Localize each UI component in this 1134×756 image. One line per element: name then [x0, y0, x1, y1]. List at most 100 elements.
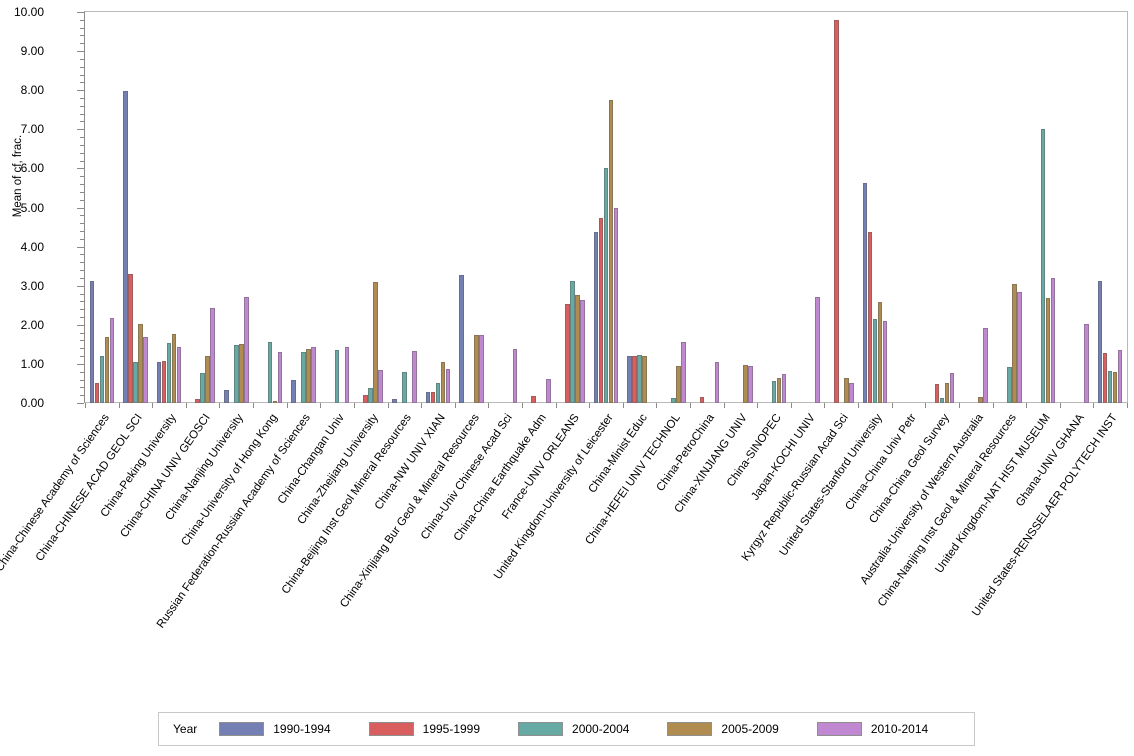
bar: [598, 218, 604, 403]
bar: [1107, 370, 1113, 403]
y-tick-mark: [77, 363, 84, 365]
bar: [546, 378, 552, 403]
bar: [949, 372, 955, 403]
legend-color-swatch: [667, 722, 713, 736]
bar: [210, 307, 215, 403]
bar: [430, 391, 436, 403]
bar: [699, 396, 705, 403]
bar: [109, 317, 115, 403]
y-tick-mark: [77, 51, 84, 53]
y-tick-mark-minor: [80, 58, 84, 60]
legend-title: Year: [173, 722, 198, 736]
legend-color-swatch: [518, 722, 564, 736]
legend-entry[interactable]: 2000-2004: [518, 722, 629, 736]
bar: [776, 378, 782, 403]
bar: [363, 395, 368, 403]
legend-entries: 1990-1994 1995-1999 2000-2004 2005-2009 2010…: [219, 722, 966, 736]
y-tick-mark-minor: [80, 340, 84, 342]
bar: [570, 281, 575, 403]
bar: [580, 300, 585, 403]
bar: [176, 347, 182, 403]
bar: [128, 274, 133, 403]
bar: [565, 303, 570, 403]
x-axis-label: China-Chinese Academy of Sciences: [0, 412, 112, 574]
bar: [1012, 284, 1017, 403]
bar: [1017, 292, 1022, 403]
y-tick-mark-minor: [80, 199, 84, 201]
y-tick-mark: [77, 285, 84, 287]
legend-entry[interactable]: 2010-2014: [816, 722, 929, 736]
bar: [195, 399, 200, 403]
bar: [1102, 352, 1108, 403]
bar: [882, 320, 888, 403]
x-tick-mark: [690, 403, 692, 408]
x-axis-label: China-Beijing Inst Geol Mineral Resource…: [280, 412, 415, 597]
x-tick-mark: [824, 403, 826, 408]
bar: [575, 295, 580, 403]
y-tick-mark-minor: [80, 137, 84, 139]
x-tick-mark: [589, 403, 591, 408]
legend-label: 2010-2014: [870, 722, 929, 736]
y-tick-mark: [77, 12, 84, 13]
y-tick-mark-minor: [80, 152, 84, 154]
y-tick-mark-minor: [80, 105, 84, 107]
bar: [934, 384, 940, 403]
bar: [445, 369, 451, 403]
x-tick-mark: [118, 403, 120, 408]
y-tick-mark-minor: [80, 121, 84, 123]
y-tick-label: 4.00: [20, 239, 44, 254]
x-tick-mark: [757, 403, 759, 408]
bar: [815, 297, 820, 403]
bar: [978, 396, 984, 403]
x-tick-mark: [656, 403, 658, 408]
y-tick-label: 0.00: [20, 396, 44, 410]
bar: [311, 347, 316, 403]
y-tick-label: 1.00: [20, 356, 44, 371]
x-axis-label: China-Changan Univ: [275, 412, 347, 507]
x-tick-mark: [353, 403, 355, 408]
bar: [1040, 128, 1046, 403]
y-tick-mark-minor: [80, 332, 84, 334]
y-tick-mark-minor: [80, 176, 84, 178]
y-tick-mark-minor: [80, 262, 84, 264]
bar: [440, 362, 446, 403]
legend-entry[interactable]: 1990-1994: [219, 722, 331, 736]
bar: [748, 365, 753, 403]
y-tick-mark: [77, 403, 84, 404]
bar: [627, 356, 632, 403]
y-tick-mark-minor: [80, 98, 84, 100]
bar: [983, 327, 989, 403]
x-tick-mark: [421, 403, 423, 408]
bar: [1112, 372, 1118, 403]
y-tick-mark-minor: [80, 160, 84, 162]
x-tick-mark: [1127, 403, 1128, 408]
y-tick-mark-minor: [80, 309, 84, 311]
legend-color-swatch: [368, 722, 414, 736]
bar: [670, 397, 676, 403]
x-tick-mark: [521, 403, 523, 408]
bar: [301, 352, 306, 403]
bar: [392, 399, 397, 403]
y-tick-mark: [77, 129, 84, 131]
legend: Year 1990-1994 1995-1999 2000-2004 2005-200…: [158, 712, 975, 746]
y-tick-mark-minor: [80, 387, 84, 389]
x-tick-mark: [1026, 403, 1028, 408]
y-tick-label: 3.00: [20, 278, 44, 293]
y-tick-mark: [77, 324, 84, 326]
bar: [143, 337, 148, 403]
legend-label: 1995-1999: [422, 722, 481, 736]
legend-entry[interactable]: 1995-1999: [368, 722, 481, 736]
y-tick-mark-minor: [80, 254, 84, 256]
y-tick-label: 7.00: [20, 122, 44, 137]
y-tick-mark-minor: [80, 66, 84, 68]
bar: [867, 232, 873, 403]
bar: [402, 372, 407, 403]
x-tick-mark: [1059, 403, 1061, 408]
x-tick-mark: [858, 403, 860, 408]
y-tick-mark-minor: [80, 238, 84, 240]
bar: [675, 365, 681, 403]
y-tick-mark-minor: [80, 19, 84, 21]
y-tick-mark-minor: [80, 27, 84, 29]
legend-entry[interactable]: 2005-2009: [667, 722, 779, 736]
bar: [1097, 280, 1103, 403]
